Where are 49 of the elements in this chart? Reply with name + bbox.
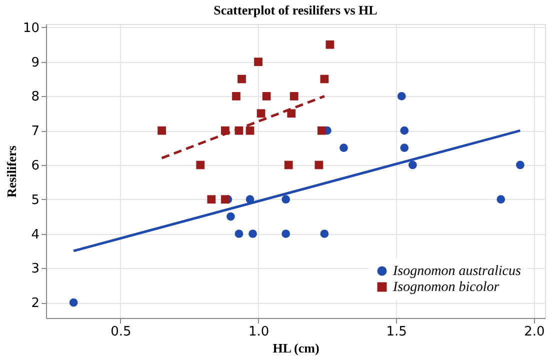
point [314, 160, 324, 170]
point [69, 298, 78, 307]
point [282, 230, 290, 238]
point [234, 230, 244, 238]
point [400, 126, 409, 135]
point [320, 230, 329, 238]
point [290, 92, 298, 100]
y-tick-label: 6 [31, 158, 40, 174]
x-axis-title: HL (cm) [272, 340, 320, 356]
point [496, 195, 506, 204]
point [226, 212, 235, 221]
point [207, 195, 216, 204]
point [248, 230, 257, 238]
point [397, 92, 406, 100]
x-tick-label: 1.5 [386, 324, 407, 340]
point [196, 160, 205, 170]
point [238, 74, 246, 84]
point [221, 195, 230, 204]
y-tick-label: 3 [31, 262, 40, 277]
point [232, 92, 240, 100]
y-tick-label: 2 [31, 296, 40, 312]
x-tick-label: 1.0 [248, 324, 270, 340]
point [320, 74, 329, 84]
legend-label: Isognomon australicus [392, 264, 522, 279]
x-tick-label: 2.0 [524, 324, 545, 340]
y-axis-title: Resilifers [4, 146, 19, 198]
legend-label: Isognomon bicolor [392, 280, 500, 295]
point [400, 144, 409, 152]
y-tick-label: 8 [31, 90, 40, 105]
y-tick-label: 7 [31, 124, 40, 140]
point [254, 58, 262, 66]
x-tick-label: 0.5 [110, 324, 132, 340]
point [256, 109, 266, 118]
point [246, 126, 254, 135]
point [318, 126, 326, 135]
y-tick-label: 4 [31, 227, 40, 242]
y-tick-label: 5 [31, 192, 40, 208]
point [284, 160, 293, 170]
chart-title: Scatterplot of resilifers vs HL [214, 2, 378, 18]
point [262, 92, 271, 100]
point [326, 40, 334, 49]
point [287, 109, 296, 118]
point [408, 160, 417, 170]
point [282, 195, 290, 204]
y-tick-label: 9 [31, 55, 40, 70]
y-tick-label: 10 [22, 20, 40, 36]
point [340, 144, 348, 152]
point [516, 160, 524, 170]
point [158, 126, 166, 135]
